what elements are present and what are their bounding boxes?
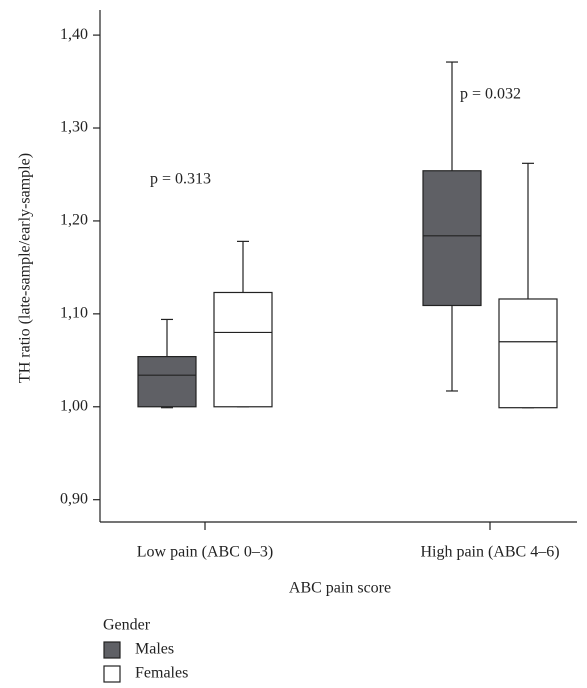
annotation: p = 0.313 xyxy=(150,171,211,188)
legend-swatch xyxy=(103,665,121,683)
legend-swatch xyxy=(103,641,121,659)
y-tick-label: 0,90 xyxy=(60,490,88,507)
legend-title: Gender xyxy=(103,617,151,634)
y-tick-label: 1,20 xyxy=(60,212,88,229)
y-tick-label: 1,30 xyxy=(60,119,88,136)
box xyxy=(422,170,482,307)
legend-label: Males xyxy=(135,641,174,658)
legend-label: Females xyxy=(135,665,188,682)
box xyxy=(137,355,197,408)
y-tick-label: 1,00 xyxy=(60,397,88,414)
y-tick-label: 1,40 xyxy=(60,26,88,43)
box xyxy=(213,291,273,408)
annotation: p = 0.032 xyxy=(460,86,521,103)
box xyxy=(498,298,558,409)
x-axis-title: ABC pain score xyxy=(289,580,391,597)
y-axis-title: TH ratio (late-sample/early-sample) xyxy=(17,153,34,383)
y-tick-label: 1,10 xyxy=(60,305,88,322)
x-tick-label: High pain (ABC 4–6) xyxy=(420,544,559,561)
x-tick-label: Low pain (ABC 0–3) xyxy=(137,544,273,561)
